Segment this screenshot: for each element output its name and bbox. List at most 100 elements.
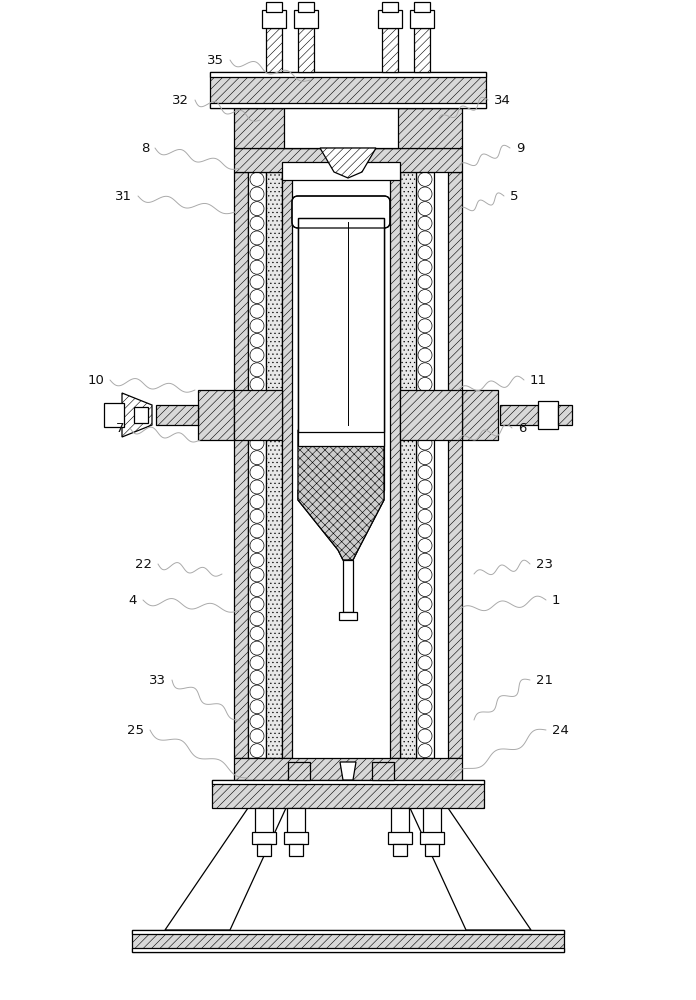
Circle shape <box>250 377 264 391</box>
Circle shape <box>250 363 264 377</box>
Bar <box>416 172 434 758</box>
Circle shape <box>418 231 432 245</box>
Circle shape <box>250 539 264 553</box>
Circle shape <box>250 304 264 318</box>
Bar <box>284 832 308 844</box>
Circle shape <box>418 260 432 274</box>
Text: 23: 23 <box>536 558 553 570</box>
Circle shape <box>418 187 432 201</box>
Circle shape <box>250 348 264 362</box>
Text: 31: 31 <box>115 190 132 202</box>
Bar <box>388 832 412 844</box>
Bar <box>298 218 384 446</box>
Bar <box>294 10 318 28</box>
Bar <box>382 28 398 72</box>
Circle shape <box>250 290 264 304</box>
Circle shape <box>418 700 432 714</box>
Bar <box>248 172 266 758</box>
Polygon shape <box>298 490 384 560</box>
Circle shape <box>250 333 264 347</box>
Circle shape <box>250 553 264 567</box>
Bar <box>257 844 271 856</box>
Circle shape <box>250 670 264 684</box>
Circle shape <box>418 656 432 670</box>
Text: 4: 4 <box>129 593 137 606</box>
Bar <box>212 780 484 784</box>
Text: 34: 34 <box>494 94 511 106</box>
Circle shape <box>250 495 264 509</box>
Bar <box>372 762 394 780</box>
Circle shape <box>250 436 264 450</box>
Circle shape <box>250 319 264 333</box>
Bar <box>134 407 148 423</box>
Circle shape <box>418 714 432 728</box>
Bar <box>414 2 430 12</box>
Text: 8: 8 <box>141 141 149 154</box>
Bar <box>410 10 434 28</box>
Circle shape <box>250 187 264 201</box>
Circle shape <box>418 377 432 391</box>
Bar <box>500 405 538 425</box>
Text: 22: 22 <box>135 558 152 570</box>
Circle shape <box>418 348 432 362</box>
Circle shape <box>250 626 264 640</box>
Bar <box>390 172 400 758</box>
Circle shape <box>418 744 432 758</box>
Circle shape <box>250 612 264 626</box>
Text: 33: 33 <box>149 674 166 686</box>
Circle shape <box>418 553 432 567</box>
Circle shape <box>418 202 432 216</box>
FancyBboxPatch shape <box>292 196 390 228</box>
Circle shape <box>418 172 432 186</box>
Bar <box>210 103 486 108</box>
Polygon shape <box>122 393 152 437</box>
Circle shape <box>418 495 432 509</box>
Circle shape <box>418 583 432 597</box>
Bar <box>298 218 384 490</box>
Bar <box>425 844 439 856</box>
Bar <box>448 172 462 758</box>
Bar <box>287 808 305 834</box>
Circle shape <box>418 685 432 699</box>
Bar <box>234 148 462 172</box>
Polygon shape <box>410 808 531 930</box>
Bar <box>266 2 282 12</box>
Text: 11: 11 <box>530 373 547 386</box>
Text: 24: 24 <box>552 724 569 736</box>
Bar <box>298 218 384 432</box>
Circle shape <box>250 465 264 479</box>
Bar <box>234 172 248 758</box>
Circle shape <box>250 451 264 465</box>
Bar <box>262 10 286 28</box>
Bar <box>266 172 282 758</box>
Circle shape <box>418 641 432 655</box>
Bar <box>288 762 310 780</box>
Circle shape <box>250 202 264 216</box>
Polygon shape <box>320 148 376 178</box>
Polygon shape <box>165 808 286 930</box>
Circle shape <box>418 333 432 347</box>
Circle shape <box>250 246 264 260</box>
Bar <box>400 172 416 758</box>
Bar <box>252 832 276 844</box>
Bar <box>282 172 292 758</box>
Circle shape <box>418 729 432 743</box>
Text: 21: 21 <box>536 674 553 686</box>
Bar <box>266 28 282 72</box>
Circle shape <box>250 568 264 582</box>
Text: 25: 25 <box>127 724 144 736</box>
Bar <box>462 390 498 440</box>
Polygon shape <box>298 430 384 560</box>
Bar <box>198 390 234 440</box>
Circle shape <box>418 304 432 318</box>
Circle shape <box>250 421 264 435</box>
Bar <box>234 758 462 780</box>
Circle shape <box>418 670 432 684</box>
Circle shape <box>250 656 264 670</box>
Bar <box>393 844 407 856</box>
Circle shape <box>418 421 432 435</box>
Circle shape <box>250 509 264 523</box>
Circle shape <box>250 260 264 274</box>
Circle shape <box>418 539 432 553</box>
Bar <box>423 808 441 834</box>
